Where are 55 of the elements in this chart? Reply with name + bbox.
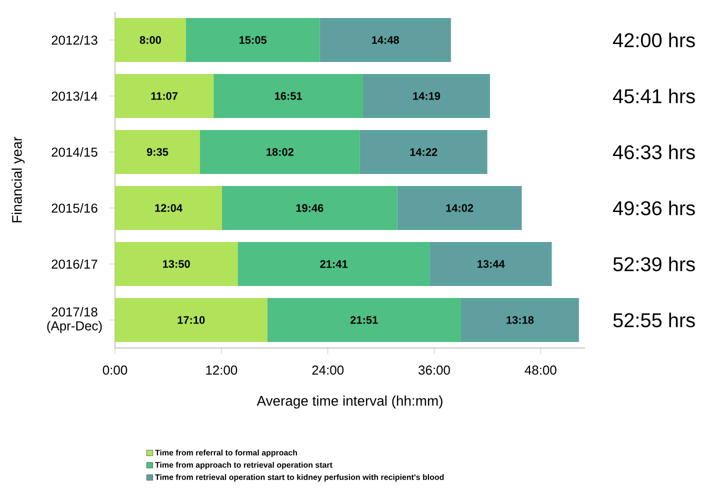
bar	[115, 242, 238, 286]
y-tick-label: 2015/16	[52, 203, 98, 213]
x-tick-label: 24:00	[312, 366, 344, 375]
x-axis-title: Average time interval (hh:mm)	[256, 396, 442, 409]
bar	[214, 74, 364, 118]
bar	[360, 130, 488, 174]
text: 45:41 hrs	[612, 88, 695, 104]
bar	[115, 186, 222, 230]
x-tick-label: 12:00	[206, 366, 238, 375]
y-axis-title: Financial year	[12, 136, 25, 222]
data-label: 13:50	[163, 260, 190, 268]
bar	[186, 18, 320, 62]
y-tick-label: 2017/18 (Apr-Dec)	[47, 306, 102, 334]
data-label: 18:02	[266, 148, 294, 156]
y-tick-label: 2012/13	[52, 35, 98, 45]
x-tick-label: 48:00	[524, 366, 556, 375]
bar	[115, 74, 214, 118]
bar	[115, 18, 186, 62]
text: 42:00 hrs	[612, 32, 695, 48]
text: 46:33 hrs	[612, 144, 695, 160]
y-tick-label: 2014/15	[52, 147, 98, 157]
bar	[430, 242, 552, 286]
text: 52:39 hrs	[613, 256, 695, 272]
y-tick-label: 2013/14	[52, 91, 98, 101]
bar	[115, 130, 200, 174]
bar	[320, 18, 451, 62]
data-label: 13:18	[506, 316, 534, 324]
data-label: 21:41	[320, 260, 348, 268]
data-label: 9:35	[146, 148, 168, 156]
data-label: 14:02	[446, 204, 474, 212]
data-label: 13:44	[478, 260, 505, 268]
y-tick-label: 2016/17	[52, 259, 98, 269]
data-label: 21:51	[350, 316, 378, 324]
text: 49:36 hrs	[612, 200, 695, 216]
data-label: 8:00	[140, 36, 161, 44]
x-tick-label: 36:00	[418, 366, 450, 375]
data-label: 14:48	[372, 36, 399, 44]
data-label: 11:07	[151, 92, 178, 100]
data-label: 15:05	[239, 36, 267, 44]
bar	[222, 186, 398, 230]
data-label: 17:10	[178, 316, 205, 324]
bar	[200, 130, 360, 174]
bar	[238, 242, 430, 286]
data-label: 14:22	[410, 148, 438, 156]
data-label: 14:19	[413, 92, 440, 100]
bar	[363, 74, 490, 118]
data-label: 12:04	[155, 204, 182, 212]
data-label: 16:51	[274, 92, 302, 100]
bar	[397, 186, 522, 230]
data-label: 19:46	[296, 204, 324, 212]
x-tick-label: 0:00	[102, 366, 128, 375]
text: 52:55 hrs	[613, 312, 695, 328]
bar	[461, 298, 579, 342]
bar	[115, 298, 268, 342]
bar	[267, 298, 461, 342]
